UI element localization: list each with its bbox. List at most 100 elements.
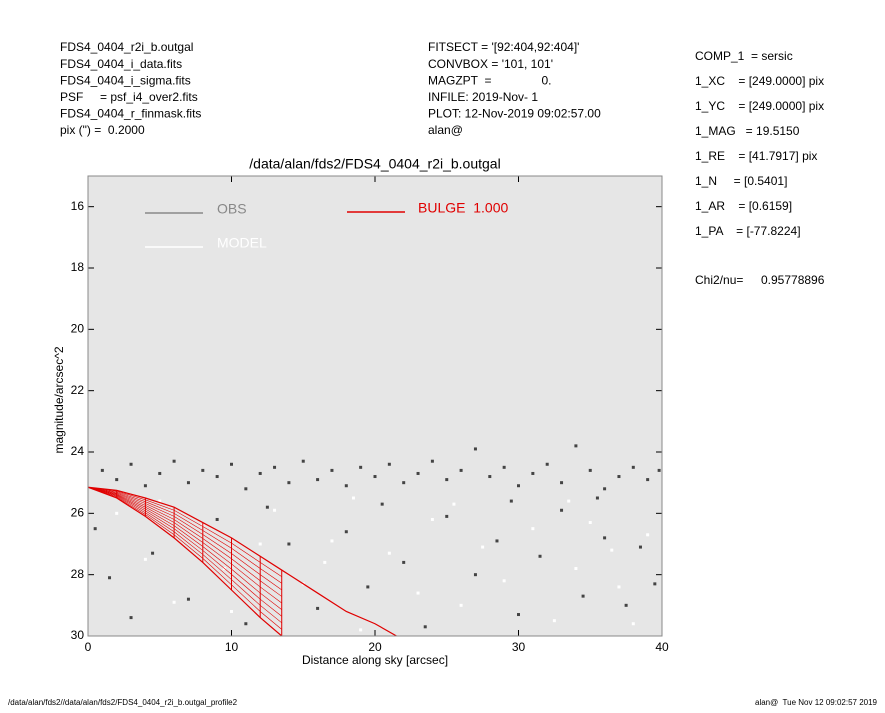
data-point <box>151 551 155 555</box>
data-point <box>316 478 320 482</box>
data-point <box>423 625 427 629</box>
bulge-curve <box>88 486 282 617</box>
data-point <box>258 471 262 475</box>
data-point <box>330 468 334 472</box>
data-point <box>359 465 363 469</box>
data-point <box>531 471 535 475</box>
y-tick-label: 28 <box>71 567 85 581</box>
data-point <box>359 628 363 632</box>
data-point <box>653 582 657 586</box>
data-point <box>624 603 628 607</box>
data-point <box>488 475 492 479</box>
header-middle-line: PLOT: 12-Nov-2019 09:02:57.00 <box>428 107 601 121</box>
bulge-curve <box>88 486 282 597</box>
data-point <box>552 619 556 623</box>
chart-title: /data/alan/fds2/FDS4_0404_r2i_b.outgal <box>249 156 500 172</box>
data-point <box>430 517 434 521</box>
data-point <box>502 579 506 583</box>
bulge-curve <box>88 486 282 610</box>
data-point <box>631 465 635 469</box>
data-point <box>560 508 564 512</box>
header-left-line: FDS4_0404_i_data.fits <box>60 57 182 71</box>
data-point <box>416 471 420 475</box>
header-left-line: FDS4_0404_i_sigma.fits <box>60 73 191 87</box>
bulge-curve <box>88 486 282 624</box>
data-point <box>230 609 233 613</box>
data-point <box>402 560 406 564</box>
data-point <box>517 613 520 617</box>
bulge-edge <box>88 486 397 636</box>
header-middle-line: INFILE: 2019-Nov- 1 <box>428 90 538 104</box>
header-left-line: pix (") = 0.2000 <box>60 123 145 137</box>
data-point <box>244 487 248 491</box>
data-point <box>617 475 621 479</box>
bulge-curve <box>88 486 282 577</box>
data-point <box>657 468 661 472</box>
data-point <box>560 481 564 485</box>
x-tick-label: 10 <box>225 640 239 654</box>
bulge-curve <box>88 486 282 584</box>
plot-marks <box>88 444 661 636</box>
header-left-line: PSF = psf_i4_over2.fits <box>60 90 198 104</box>
legend-label: OBS <box>217 201 247 217</box>
data-point <box>603 536 607 540</box>
data-point <box>215 517 219 521</box>
data-point <box>244 622 248 626</box>
data-point <box>545 462 549 466</box>
data-point <box>502 465 506 469</box>
data-point <box>588 521 592 525</box>
data-point <box>445 514 449 518</box>
data-point <box>301 459 305 463</box>
y-tick-label: 24 <box>71 444 85 458</box>
data-point <box>387 462 391 466</box>
data-point <box>452 502 456 506</box>
data-point <box>595 496 599 500</box>
data-point <box>445 478 449 482</box>
data-point <box>172 459 176 463</box>
data-point <box>230 462 233 466</box>
data-point <box>509 499 513 503</box>
data-point <box>366 585 370 589</box>
header-left-line: FDS4_0404_r_finmask.fits <box>60 107 201 121</box>
y-tick-label: 26 <box>71 506 85 520</box>
data-point <box>459 603 463 607</box>
data-point <box>129 462 133 466</box>
data-point <box>287 481 291 485</box>
data-point <box>258 542 262 546</box>
bulge-curve <box>88 486 282 591</box>
plot-frame <box>87 175 663 637</box>
data-point <box>316 606 320 610</box>
data-point <box>344 484 348 488</box>
data-point <box>287 542 291 546</box>
data-point <box>402 481 406 485</box>
data-point <box>186 481 190 485</box>
data-point <box>115 511 119 515</box>
data-point <box>129 616 133 620</box>
data-point <box>172 600 176 604</box>
data-point <box>380 502 384 506</box>
x-tick-label: 20 <box>368 640 382 654</box>
legend-label: MODEL <box>217 235 267 251</box>
data-point <box>567 499 571 503</box>
data-point <box>265 505 269 509</box>
data-point <box>603 487 607 491</box>
header-middle-line: FITSECT = '[92:404,92:404]' <box>428 40 579 54</box>
data-point <box>158 499 162 503</box>
data-point <box>143 484 147 488</box>
data-point <box>610 548 614 552</box>
data-point <box>430 459 434 463</box>
data-point <box>531 527 535 531</box>
footer-left: /data/alan/fds2//data/alan/fds2/FDS4_040… <box>8 698 238 707</box>
data-point <box>588 468 592 472</box>
header-left-line: FDS4_0404_r2i_b.outgal <box>60 40 193 54</box>
header-middle-line: MAGZPT = 0. <box>428 73 551 87</box>
data-point <box>387 551 391 555</box>
param-line: 1_N = [0.5401] <box>695 174 787 188</box>
header-middle-line: CONVBOX = '101, 101' <box>428 57 553 71</box>
data-point <box>574 444 578 448</box>
data-point <box>617 585 621 589</box>
x-axis-label: Distance along sky [arcsec] <box>302 653 448 667</box>
data-point <box>473 573 477 577</box>
data-point <box>158 471 162 475</box>
data-point <box>93 527 97 531</box>
